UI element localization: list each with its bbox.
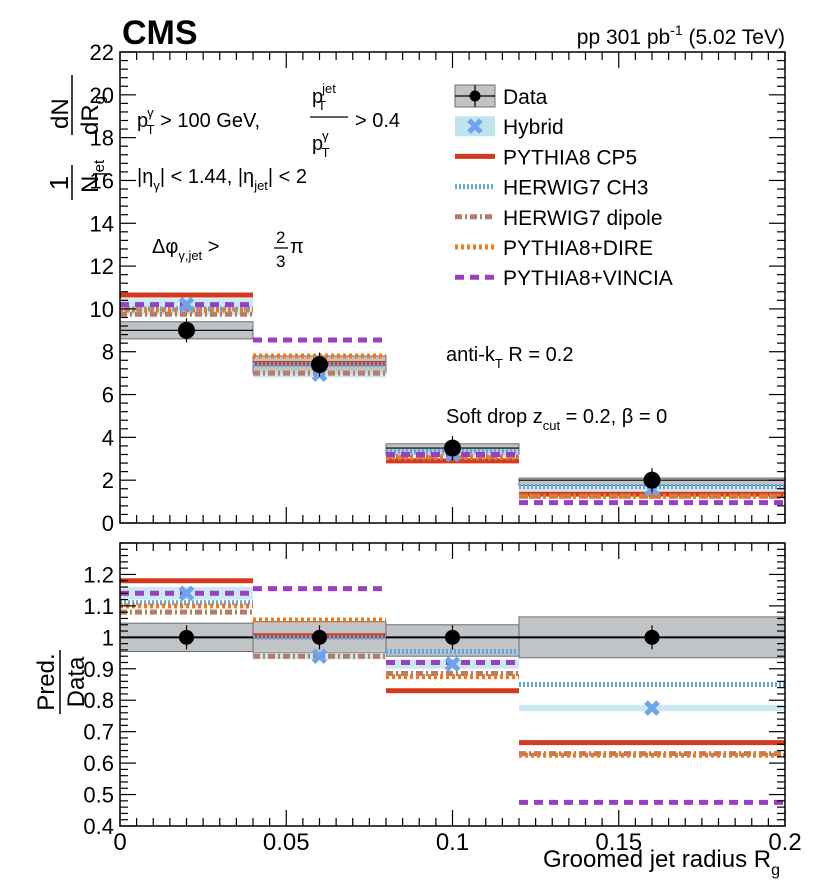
legend-entry-pythia8-vincia: PYTHIA8+VINCIA [455,267,673,290]
rat-ytick-label: 1.1 [83,594,114,619]
ylabel-dn: dN [47,98,74,129]
data-point-bin-1 [312,629,327,645]
top-ylabel: 1 Njet dN dRg [44,75,108,200]
ratio-ylabel-data: Data [63,656,90,707]
xtick-label: 0 [113,829,126,856]
xtick-label: 0.2 [768,829,801,856]
top-ytick-label: 14 [90,211,114,236]
top-ytick-label: 8 [102,340,114,365]
rat-ytick-label: 0.4 [83,814,114,839]
legend-entry-pythia8-cp5: PYTHIA8 CP5 [455,146,637,169]
ratio-data-points [178,585,660,716]
rat-ytick-label: 1.2 [83,562,114,587]
dphi-cut: Δφγ,jet > 2 3 π [152,228,304,271]
top-ytick-label: 6 [102,383,114,408]
ylabel-one: 1 [44,176,74,190]
pt-cut-text: pγ T > 100 GeV, [137,105,260,137]
top-ytick-label: 12 [90,254,114,279]
hybrid-marker-bin-0 [178,296,195,313]
legend-entry-data: Data [454,84,548,109]
top-axes: 0 2 4 6 8 10 12 14 16 18 20 22 [90,40,786,536]
jet-algo-text: anti-kT R = 0.2 [446,344,573,371]
data-point-bin-2 [445,629,460,645]
top-ytick-label: 22 [90,40,114,65]
rat-ytick-label: 0.6 [83,751,114,776]
soft-drop-text: Soft drop zcut = 0.2, β = 0 [446,406,667,433]
data-point-bin-0 [178,321,195,339]
legend-entry-herwig7-ch3: HERWIG7 CH3 [455,177,648,200]
xtick-label: 0.1 [436,829,469,856]
top-ytick-label: 16 [90,168,114,193]
rat-ytick-label: 0.7 [83,720,114,745]
top-ytick-label: 2 [102,468,114,493]
hybrid-marker-bin-3 [644,700,660,716]
ratio-axes: 0.4 0.5 0.6 0.7 0.8 0.9 1 1.1 1.2 0 0.05 0.1 0.15 0.2 [83,542,802,856]
data-point-bin-0 [179,629,194,645]
data-point-bin-3 [644,629,660,645]
luminosity-label: pp 301 pb-1 (5.02 TeV) [577,22,785,49]
top-data-points [178,296,661,497]
hybrid-marker-bin-1 [311,648,328,664]
top-ytick-label: 4 [102,425,114,450]
rat-ytick-label: 0.9 [83,657,114,682]
hybrid-marker-bin-2 [444,656,461,672]
svg-text:π: π [290,236,304,258]
ylabel-njet: Njet [77,159,108,193]
pt-ratio-fraction: pjet T pγ T > 0.4 [310,81,400,160]
legend-label: PYTHIA8+VINCIA [503,267,673,290]
top-ytick-label: 20 [90,83,114,108]
top-ytick-label: 18 [90,126,114,151]
rat-ytick-label: 0.5 [83,783,114,808]
data-point-bin-2 [444,439,461,457]
svg-text:pγT: pγ T [312,128,330,160]
rat-ytick-label: 0.8 [83,688,114,713]
top-ytick-label: 0 [102,511,114,536]
legend: Data Hybrid PYTHIA8 CP5 HERWIG7 CH3 HERWIG7 … [454,84,673,290]
legend-label: HERWIG7 CH3 [503,177,648,200]
svg-text:Δφγ,jet >: Δφγ,jet > [152,236,219,263]
legend-label: Data [503,86,548,109]
hybrid-marker-bin-0 [178,585,195,602]
legend-label: Hybrid [503,116,564,139]
ratio-ylabel: Pred. Data [33,650,90,714]
legend-entry-hybrid: Hybrid [455,116,564,139]
svg-text:> 0.4: > 0.4 [355,110,400,132]
ratio-model-lines [120,578,785,805]
rat-frame [119,542,786,827]
x-axis-title: Groomed jet radius Rg [543,846,780,879]
svg-text:3: 3 [276,252,285,271]
legend-label: PYTHIA8 CP5 [503,146,637,169]
legend-entry-herwig7-dipole: HERWIG7 dipole [455,207,663,230]
legend-label: PYTHIA8+DIRE [503,237,653,260]
rat-ytick-label: 1 [102,625,114,650]
legend-entry-pythia8-dire: PYTHIA8+DIRE [455,237,653,260]
experiment-label: CMS [122,14,198,52]
ratio-ylabel-pred: Pred. [33,653,60,710]
legend-label: HERWIG7 dipole [503,207,663,230]
svg-text:2: 2 [276,228,285,247]
eta-cut-text: |ηγ| < 1.44, |ηjet| < 2 [137,166,307,193]
xtick-label: 0.05 [263,829,310,856]
xtick-label: 0.15 [595,829,642,856]
data-point-bin-1 [311,356,328,374]
top-ytick-label: 10 [90,297,114,322]
data-point-bin-3 [643,471,661,489]
